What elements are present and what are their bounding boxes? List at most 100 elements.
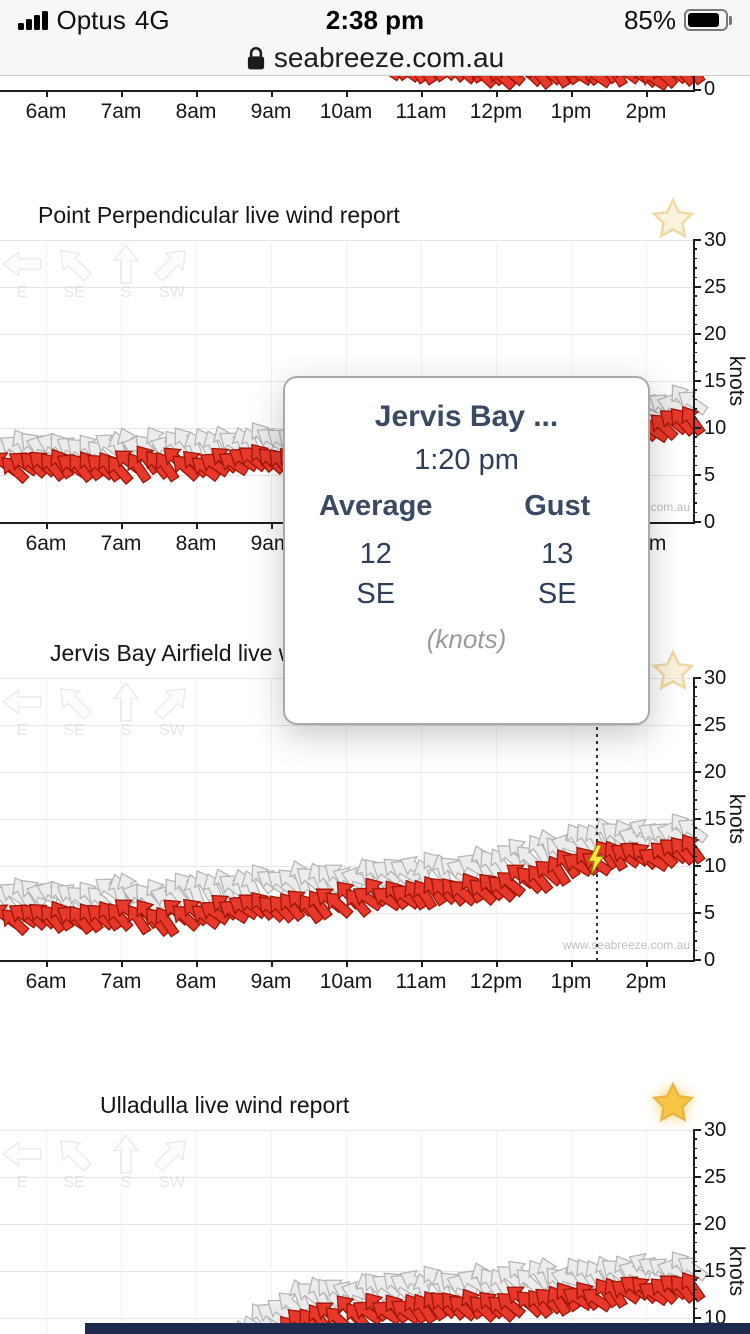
- x-axis-label: 7am: [100, 100, 142, 123]
- compass-arrow-e: E: [2, 682, 42, 740]
- wind-arrow-avg: [605, 76, 645, 90]
- x-axis-label: 9am: [250, 532, 292, 555]
- wind-arrow-avg: [490, 76, 530, 92]
- wind-arrow-avg: [643, 76, 683, 94]
- battery-icon: [684, 9, 732, 31]
- wind-arrow-avg: [540, 76, 577, 93]
- footer-bar: [85, 1323, 750, 1334]
- y-axis-unit: knots: [725, 793, 748, 845]
- wind-chart-plot[interactable]: ESESSW6am7am8am9am10am11am12pm1pm2pm0510…: [0, 1119, 750, 1334]
- x-axis-label: 6am: [25, 100, 67, 123]
- tooltip-units: (knots): [426, 624, 507, 654]
- y-axis-label: 25: [704, 1166, 727, 1188]
- safari-url-bar[interactable]: seabreeze.com.au: [0, 40, 750, 76]
- y-axis-label: 5: [704, 902, 716, 924]
- tooltip-gust-label: Gust: [524, 490, 591, 522]
- battery-percent: 85%: [623, 4, 676, 35]
- x-axis-label: 11am: [395, 970, 447, 993]
- wind-arrow-avg: [520, 76, 559, 94]
- y-axis-label: 20: [704, 323, 727, 345]
- carrier-name: Optus: [56, 4, 126, 35]
- status-left-cluster: Optus 4G: [18, 5, 170, 36]
- y-axis-label: 0: [704, 511, 716, 533]
- y-axis-label: 30: [704, 229, 727, 251]
- wind-report-tooltip[interactable]: Jervis Bay ... 1:20 pm Average Gust 12 1…: [283, 376, 650, 725]
- compass-arrow-e: E: [2, 244, 42, 302]
- wind-arrow-avg: [396, 76, 433, 88]
- x-axis-label: 2pm: [625, 970, 667, 993]
- chart-section-ulladulla: Ulladulla live wind report ESESSW6am7am8…: [0, 1081, 750, 1334]
- ios-status-bar: Optus 4G 2:38 pm 85%: [0, 0, 750, 40]
- wind-arrow-avg: [673, 76, 711, 90]
- x-axis-label: 12pm: [469, 100, 523, 123]
- wind-arrow-avg: [406, 76, 443, 90]
- compass-arrow-sw: SW: [152, 1134, 192, 1192]
- cellular-signal-icon: [18, 10, 48, 30]
- x-axis-label: 8am: [175, 532, 217, 555]
- y-axis-line: [693, 1130, 695, 1334]
- wind-arrow-avg: [663, 76, 702, 91]
- y-axis-label: 30: [704, 1119, 727, 1141]
- x-axis-label: 8am: [175, 970, 217, 993]
- y-axis-label: 0: [704, 949, 716, 971]
- y-axis-label: 25: [704, 714, 727, 736]
- compass-arrow-se: SE: [54, 682, 94, 740]
- chart-title: Ulladulla live wind report: [100, 1092, 350, 1118]
- y-axis-label: 25: [704, 276, 727, 298]
- x-axis-label: 10am: [319, 100, 373, 123]
- tooltip-station-name: Jervis Bay ...: [374, 400, 559, 433]
- y-axis-label: 10: [704, 855, 727, 877]
- tooltip-average-direction: SE: [356, 578, 396, 610]
- wind-arrow-avg: [433, 76, 472, 87]
- url-text: seabreeze.com.au: [273, 41, 505, 73]
- lightning-cursor-icon: [585, 844, 607, 876]
- compass-arrow-se: SE: [54, 1134, 94, 1192]
- compass-arrow-s: S: [106, 682, 146, 740]
- favorite-star-icon[interactable]: [650, 1080, 696, 1126]
- compass-arrow-s: S: [106, 244, 146, 302]
- compass-legend: E SE S SW: [2, 682, 212, 752]
- tooltip-average-label: Average: [319, 490, 433, 522]
- y-axis-label: 20: [704, 761, 727, 783]
- wind-arrow-avg: [549, 76, 587, 89]
- compass-arrow-s: S: [106, 1134, 146, 1192]
- x-axis-label: 9am: [250, 970, 292, 993]
- status-right-cluster: 85%: [624, 5, 732, 36]
- compass-legend: E SE S SW: [2, 1134, 212, 1204]
- wind-arrow-avg: [423, 76, 463, 86]
- x-axis-label: 7am: [100, 532, 142, 555]
- x-axis-line: [0, 90, 695, 92]
- wind-arrow-avg: [454, 76, 491, 87]
- y-axis-line: [693, 678, 695, 962]
- y-axis-label: 30: [704, 667, 727, 689]
- compass-arrow-e: E: [2, 1134, 42, 1192]
- tooltip-gust-direction: SE: [537, 578, 577, 610]
- y-axis-unit: knots: [725, 355, 748, 407]
- x-axis-label: 2pm: [625, 100, 667, 123]
- chart-title: Point Perpendicular live wind report: [38, 202, 400, 228]
- x-axis-label: 1pm: [550, 100, 592, 123]
- x-axis-label: 7am: [100, 970, 142, 993]
- network-type: 4G: [134, 4, 170, 35]
- y-axis-label: 5: [704, 464, 716, 486]
- y-axis-line: [693, 76, 695, 92]
- compass-arrow-sw: SW: [152, 682, 192, 740]
- x-axis-label: 12pm: [469, 970, 523, 993]
- tooltip-gust-value: 13: [541, 538, 574, 570]
- favorite-star-icon[interactable]: [650, 196, 696, 242]
- y-axis-label: 0: [704, 78, 716, 100]
- wind-arrow-avg: [576, 76, 616, 94]
- cursor-line: [595, 678, 598, 960]
- x-axis-label: 1pm: [550, 970, 592, 993]
- y-axis-label: 15: [704, 808, 727, 830]
- x-axis-label: 6am: [25, 532, 67, 555]
- y-axis-line: [693, 240, 695, 524]
- y-axis-unit: knots: [725, 1245, 748, 1297]
- x-axis-label: 9am: [250, 100, 292, 123]
- previous-chart-partial[interactable]: 6am 7am 8am 9am 10am 11am 12pm 1pm 2pm 0: [0, 76, 750, 130]
- tooltip-time: 1:20 pm: [414, 444, 519, 476]
- compass-arrow-se: SE: [54, 244, 94, 302]
- x-axis-label: 10am: [319, 970, 373, 993]
